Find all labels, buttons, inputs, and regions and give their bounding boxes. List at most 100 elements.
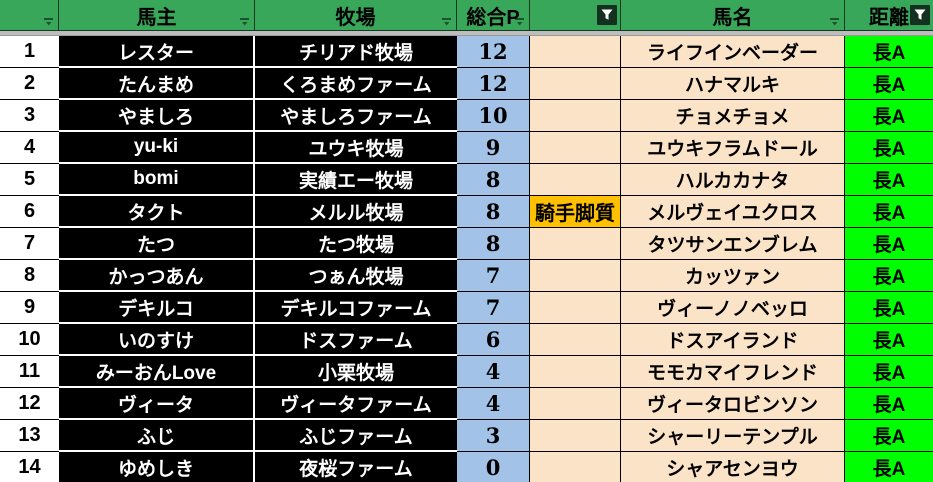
- row-number[interactable]: 10: [0, 324, 59, 356]
- points-cell[interactable]: 0: [457, 452, 530, 482]
- farm-cell[interactable]: メルル牧場: [255, 196, 457, 228]
- tag-cell[interactable]: [530, 228, 621, 260]
- tag-cell[interactable]: [530, 452, 621, 482]
- header-owner[interactable]: 馬主: [59, 0, 255, 31]
- row-number[interactable]: 14: [0, 452, 59, 482]
- farm-cell[interactable]: つぁん牧場: [255, 260, 457, 292]
- horse-name-cell[interactable]: モモカマイフレンド: [621, 356, 845, 388]
- distance-cell[interactable]: 長A: [845, 324, 933, 356]
- row-number[interactable]: 5: [0, 164, 59, 196]
- row-number[interactable]: 7: [0, 228, 59, 260]
- points-cell[interactable]: 7: [457, 260, 530, 292]
- farm-cell[interactable]: たつ牧場: [255, 228, 457, 260]
- horse-name-cell[interactable]: ヴィーノノベッロ: [621, 292, 845, 324]
- points-cell[interactable]: 10: [457, 100, 530, 132]
- farm-cell[interactable]: くろまめファーム: [255, 68, 457, 100]
- row-number[interactable]: 12: [0, 388, 59, 420]
- farm-cell[interactable]: 夜桜ファーム: [255, 452, 457, 482]
- points-cell[interactable]: 8: [457, 164, 530, 196]
- filter-funnel-icon[interactable]: [910, 5, 930, 25]
- tag-cell[interactable]: [530, 36, 621, 68]
- header-distance[interactable]: 距離: [845, 0, 933, 31]
- points-cell[interactable]: 12: [457, 68, 530, 100]
- owner-cell[interactable]: かっつあん: [59, 260, 255, 292]
- distance-cell[interactable]: 長A: [845, 100, 933, 132]
- farm-cell[interactable]: チリアド牧場: [255, 36, 457, 68]
- row-number[interactable]: 11: [0, 356, 59, 388]
- tag-cell[interactable]: [530, 100, 621, 132]
- header-farm[interactable]: 牧場: [255, 0, 457, 31]
- horse-name-cell[interactable]: ハルカカナタ: [621, 164, 845, 196]
- row-number[interactable]: 8: [0, 260, 59, 292]
- farm-cell[interactable]: ふじファーム: [255, 420, 457, 452]
- filter-arrow-icon[interactable]: [239, 17, 250, 26]
- distance-cell[interactable]: 長A: [845, 292, 933, 324]
- points-cell[interactable]: 6: [457, 324, 530, 356]
- row-number[interactable]: 6: [0, 196, 59, 228]
- header-horse[interactable]: 馬名: [621, 0, 845, 31]
- row-number[interactable]: 3: [0, 100, 59, 132]
- horse-name-cell[interactable]: チョメチョメ: [621, 100, 845, 132]
- owner-cell[interactable]: タクト: [59, 196, 255, 228]
- owner-cell[interactable]: レスター: [59, 36, 255, 68]
- farm-cell[interactable]: ユウキ牧場: [255, 132, 457, 164]
- points-cell[interactable]: 3: [457, 420, 530, 452]
- points-cell[interactable]: 7: [457, 292, 530, 324]
- tag-cell[interactable]: 騎手脚質: [530, 196, 621, 228]
- owner-cell[interactable]: いのすけ: [59, 324, 255, 356]
- filter-arrow-icon[interactable]: [829, 17, 840, 26]
- points-cell[interactable]: 8: [457, 196, 530, 228]
- row-number[interactable]: 13: [0, 420, 59, 452]
- distance-cell[interactable]: 長A: [845, 36, 933, 68]
- distance-cell[interactable]: 長A: [845, 420, 933, 452]
- tag-cell[interactable]: [530, 292, 621, 324]
- header-points[interactable]: 総合P: [457, 0, 530, 31]
- farm-cell[interactable]: ドスファーム: [255, 324, 457, 356]
- horse-name-cell[interactable]: タツサンエンブレム: [621, 228, 845, 260]
- row-number[interactable]: 1: [0, 36, 59, 68]
- tag-cell[interactable]: [530, 68, 621, 100]
- tag-cell[interactable]: [530, 356, 621, 388]
- distance-cell[interactable]: 長A: [845, 132, 933, 164]
- horse-name-cell[interactable]: シャアセンヨウ: [621, 452, 845, 482]
- horse-name-cell[interactable]: ユウキフラムドール: [621, 132, 845, 164]
- distance-cell[interactable]: 長A: [845, 164, 933, 196]
- distance-cell[interactable]: 長A: [845, 388, 933, 420]
- owner-cell[interactable]: yu-ki: [59, 132, 255, 164]
- horse-name-cell[interactable]: ライフインベーダー: [621, 36, 845, 68]
- horse-name-cell[interactable]: シャーリーテンプル: [621, 420, 845, 452]
- owner-cell[interactable]: たつ: [59, 228, 255, 260]
- owner-cell[interactable]: やましろ: [59, 100, 255, 132]
- points-cell[interactable]: 8: [457, 228, 530, 260]
- tag-cell[interactable]: [530, 324, 621, 356]
- owner-cell[interactable]: ゆめしき: [59, 452, 255, 482]
- owner-cell[interactable]: デキルコ: [59, 292, 255, 324]
- horse-name-cell[interactable]: ハナマルキ: [621, 68, 845, 100]
- owner-cell[interactable]: ヴィータ: [59, 388, 255, 420]
- points-cell[interactable]: 4: [457, 356, 530, 388]
- horse-name-cell[interactable]: ヴィータロビンソン: [621, 388, 845, 420]
- points-cell[interactable]: 9: [457, 132, 530, 164]
- horse-name-cell[interactable]: カッツァン: [621, 260, 845, 292]
- owner-cell[interactable]: bomi: [59, 164, 255, 196]
- points-cell[interactable]: 4: [457, 388, 530, 420]
- tag-cell[interactable]: [530, 132, 621, 164]
- header-rownum[interactable]: [0, 0, 59, 31]
- owner-cell[interactable]: ふじ: [59, 420, 255, 452]
- horse-name-cell[interactable]: ドスアイランド: [621, 324, 845, 356]
- owner-cell[interactable]: たんまめ: [59, 68, 255, 100]
- tag-cell[interactable]: [530, 260, 621, 292]
- distance-cell[interactable]: 長A: [845, 68, 933, 100]
- tag-cell[interactable]: [530, 388, 621, 420]
- distance-cell[interactable]: 長A: [845, 452, 933, 482]
- tag-cell[interactable]: [530, 164, 621, 196]
- filter-funnel-icon[interactable]: [597, 5, 617, 25]
- row-number[interactable]: 2: [0, 68, 59, 100]
- distance-cell[interactable]: 長A: [845, 228, 933, 260]
- horse-name-cell[interactable]: メルヴェイユクロス: [621, 196, 845, 228]
- owner-cell[interactable]: みーおんLove: [59, 356, 255, 388]
- distance-cell[interactable]: 長A: [845, 356, 933, 388]
- farm-cell[interactable]: 小栗牧場: [255, 356, 457, 388]
- filter-arrow-icon[interactable]: [43, 17, 54, 26]
- farm-cell[interactable]: 実績エー牧場: [255, 164, 457, 196]
